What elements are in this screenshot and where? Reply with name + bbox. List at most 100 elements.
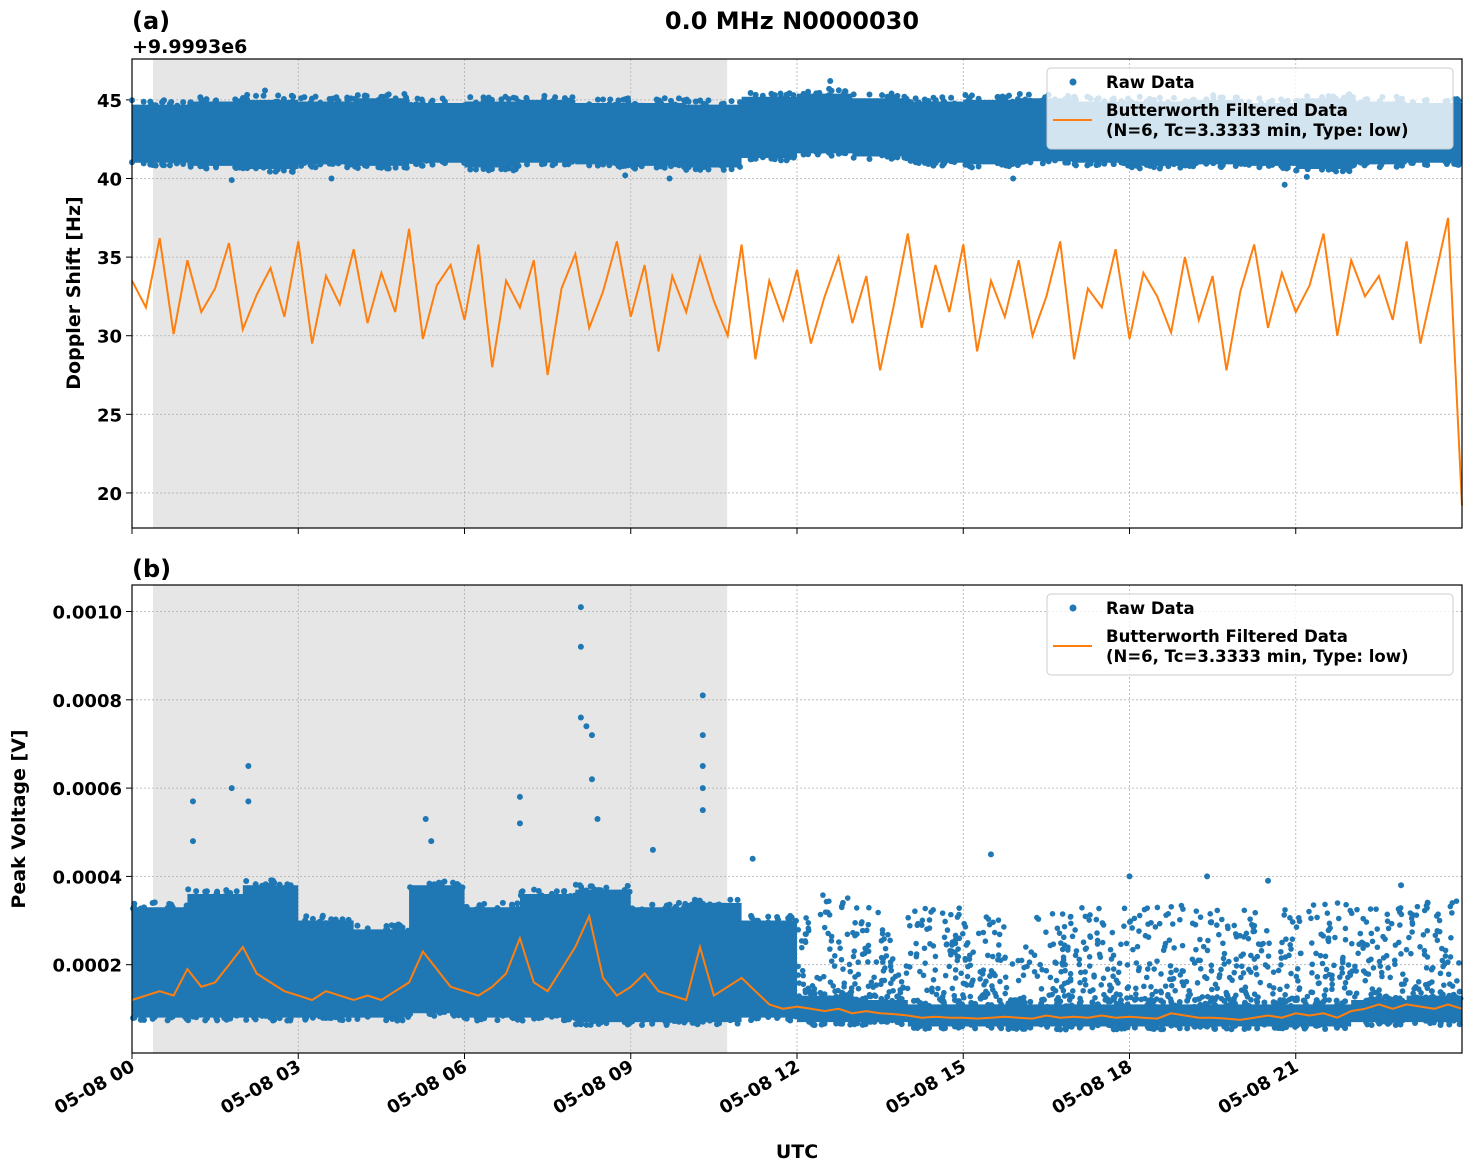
- raw-data-point: [1255, 941, 1262, 947]
- raw-data-point: [548, 1013, 555, 1020]
- raw-data-point: [131, 900, 138, 907]
- raw-data-point: [805, 88, 812, 95]
- raw-data-point: [578, 1017, 585, 1024]
- raw-data-point: [972, 1000, 979, 1007]
- raw-data-point: [919, 922, 925, 929]
- raw-data-point: [1197, 936, 1203, 943]
- raw-data-point: [193, 888, 200, 895]
- raw-data-point: [959, 930, 966, 937]
- raw-data-point: [905, 914, 911, 921]
- raw-data-point: [1031, 952, 1038, 959]
- raw-data-point: [607, 160, 614, 167]
- raw-data-point: [1263, 927, 1270, 934]
- raw-data-point: [1165, 993, 1171, 1000]
- raw-data-point: [1450, 1017, 1457, 1024]
- raw-data-outlier: [189, 838, 196, 845]
- raw-data-point: [1309, 989, 1316, 996]
- raw-data-point: [935, 985, 941, 992]
- raw-data-point: [1110, 994, 1117, 1001]
- raw-data-point: [1136, 928, 1142, 934]
- raw-data-point: [1005, 1023, 1012, 1030]
- raw-data-point: [1053, 977, 1060, 984]
- raw-data-point: [958, 970, 965, 977]
- raw-data-point: [1167, 963, 1174, 969]
- raw-data-point: [1110, 966, 1117, 972]
- raw-data-point: [1100, 975, 1107, 982]
- raw-data-point: [795, 963, 801, 970]
- raw-data-point: [749, 96, 756, 103]
- raw-data-point: [1387, 974, 1394, 981]
- raw-data-point: [1073, 948, 1080, 954]
- raw-data-point: [759, 154, 766, 161]
- raw-data-point: [1068, 920, 1074, 927]
- raw-data-point: [1304, 993, 1311, 1000]
- raw-data-point: [1166, 937, 1173, 944]
- raw-data-point: [844, 895, 851, 901]
- raw-data-point: [344, 161, 351, 168]
- raw-data-point: [1117, 997, 1124, 1004]
- raw-data-point: [499, 1012, 506, 1019]
- raw-data-point: [827, 946, 833, 952]
- raw-data-point: [1224, 992, 1231, 999]
- raw-data-point: [535, 888, 542, 895]
- raw-data-point: [1309, 970, 1315, 976]
- raw-data-point: [1027, 1024, 1034, 1031]
- raw-data-point: [1197, 914, 1204, 920]
- raw-data-point: [1133, 985, 1139, 992]
- raw-data-outlier: [666, 175, 673, 182]
- raw-data-point: [1216, 971, 1223, 978]
- raw-data-point: [275, 164, 282, 171]
- raw-data-point: [928, 909, 934, 915]
- raw-data-point: [848, 985, 855, 991]
- raw-data-point: [221, 893, 228, 900]
- filtered-data-line: [131, 217, 1463, 506]
- raw-data-point: [1447, 903, 1454, 910]
- raw-data-point: [1193, 946, 1199, 953]
- raw-data-point: [1096, 951, 1103, 958]
- raw-data-point: [1117, 1021, 1124, 1028]
- raw-data-point: [1413, 912, 1420, 918]
- raw-data-outlier: [622, 172, 629, 179]
- raw-data-outlier: [1265, 877, 1272, 884]
- raw-data-point: [383, 165, 390, 172]
- raw-data-point: [1037, 961, 1043, 968]
- raw-data-point: [1038, 1021, 1045, 1028]
- raw-data-point: [1089, 1024, 1096, 1031]
- raw-data-point: [705, 166, 712, 173]
- raw-data-point: [886, 989, 892, 995]
- raw-data-point: [992, 990, 998, 997]
- raw-data-point: [885, 931, 891, 938]
- raw-data-point: [449, 879, 456, 886]
- raw-data-point: [1377, 963, 1384, 969]
- raw-data-point: [1227, 996, 1233, 1003]
- raw-data-point: [1047, 974, 1054, 981]
- y-tick-label: 0.0008: [53, 691, 122, 712]
- raw-data-point: [907, 99, 914, 106]
- raw-data-point: [820, 973, 827, 980]
- raw-data-point: [1038, 986, 1045, 992]
- raw-data-point: [720, 100, 727, 107]
- raw-data-point: [943, 941, 950, 948]
- raw-data-point: [137, 905, 144, 912]
- raw-data-point: [1378, 969, 1385, 976]
- raw-data-point: [941, 159, 948, 166]
- legend-raw-marker: [1069, 78, 1077, 86]
- raw-data-point: [276, 881, 283, 888]
- raw-data-point: [1329, 976, 1335, 982]
- raw-data-point: [502, 166, 509, 173]
- raw-data-point: [1200, 943, 1207, 950]
- raw-data-point: [494, 904, 501, 911]
- raw-data-point: [1427, 1020, 1434, 1027]
- raw-data-point: [965, 963, 971, 970]
- raw-data-outlier: [1126, 873, 1133, 880]
- raw-data-point: [1367, 996, 1374, 1003]
- y-tick-label: 0.0002: [53, 956, 122, 977]
- raw-data-point: [131, 1014, 138, 1021]
- raw-data-point: [1141, 983, 1147, 990]
- raw-data-point: [901, 93, 908, 100]
- raw-data-point: [1162, 940, 1169, 947]
- raw-data-point: [1077, 995, 1083, 1002]
- raw-data-point: [996, 942, 1002, 948]
- raw-data-point: [1022, 96, 1029, 103]
- raw-data-point: [549, 162, 556, 169]
